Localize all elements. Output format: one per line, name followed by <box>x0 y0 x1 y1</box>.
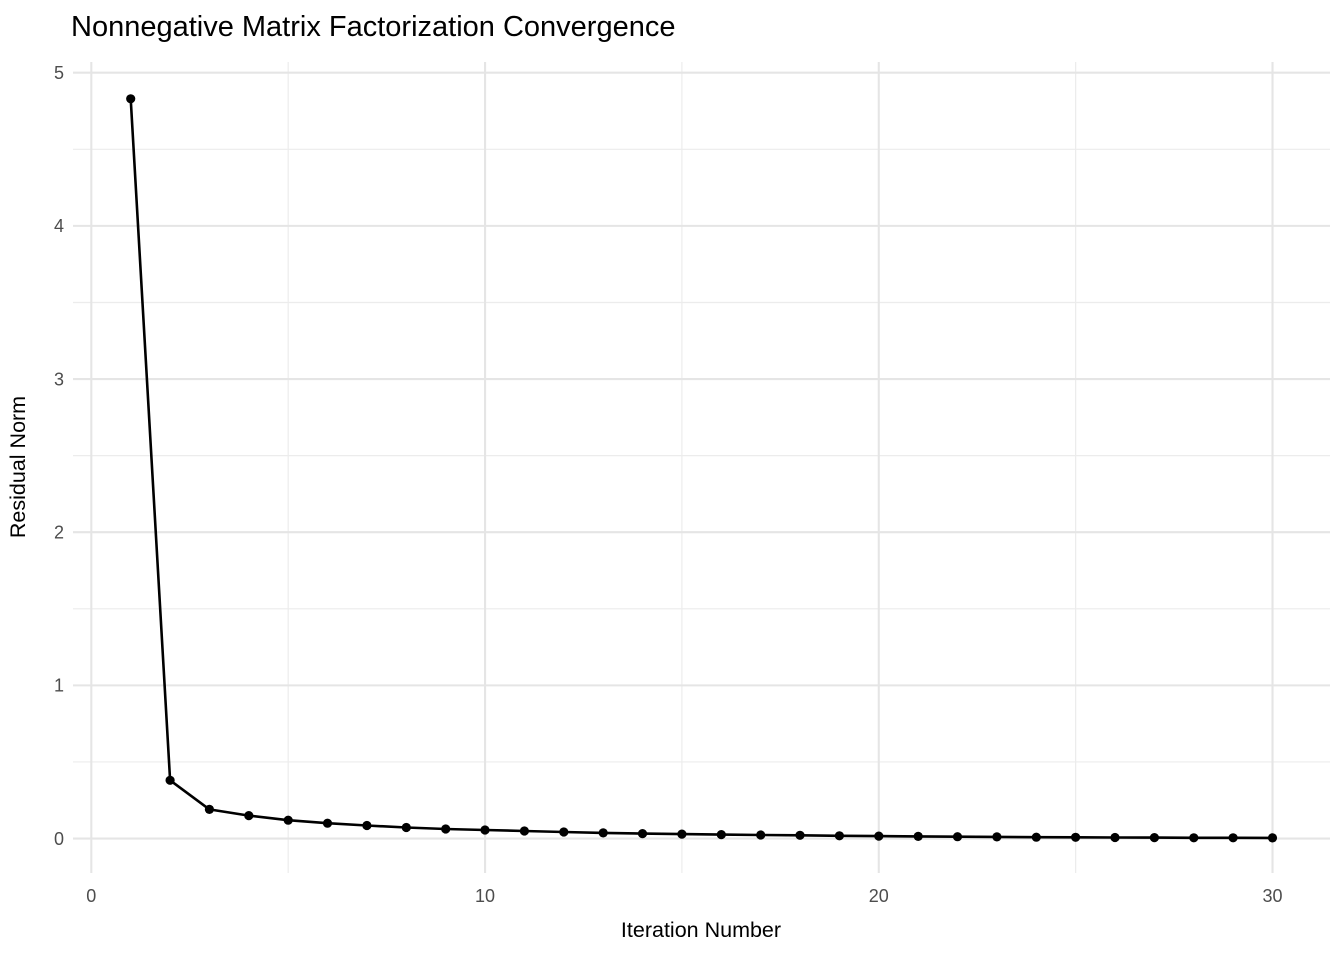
data-point <box>1110 832 1120 843</box>
data-point <box>283 815 293 825</box>
y-tick-label: 4 <box>54 216 64 236</box>
data-point <box>677 829 687 839</box>
x-tick-label: 20 <box>869 886 889 906</box>
data-point <box>1267 833 1278 843</box>
data-point <box>1189 833 1199 843</box>
y-tick-label: 5 <box>54 63 64 83</box>
data-point <box>1149 833 1159 843</box>
y-tick-label: 1 <box>54 676 64 696</box>
data-point <box>795 830 805 840</box>
data-point <box>480 825 490 835</box>
x-tick-label: 0 <box>86 886 96 906</box>
data-point <box>834 831 845 841</box>
data-point <box>165 775 175 785</box>
data-point <box>716 830 726 840</box>
data-point <box>519 826 530 836</box>
data-point <box>1031 832 1041 842</box>
data-point <box>756 830 766 840</box>
chart-title: Nonnegative Matrix Factorization Converg… <box>71 11 675 43</box>
data-point <box>204 804 214 815</box>
data-point <box>1228 833 1238 843</box>
data-point <box>126 94 136 104</box>
data-point <box>598 828 608 838</box>
y-tick-label: 2 <box>54 523 64 543</box>
x-tick-label: 10 <box>475 886 495 906</box>
x-axis-title: Iteration Number <box>621 918 781 942</box>
major-gridlines <box>73 62 1330 873</box>
y-tick-label: 3 <box>54 369 64 389</box>
minor-gridlines <box>73 62 1330 873</box>
data-point <box>441 824 451 834</box>
x-tick-label: 30 <box>1262 886 1282 906</box>
data-point <box>559 827 569 837</box>
data-point <box>401 822 411 833</box>
series-line <box>129 98 1273 840</box>
y-tick-label: 0 <box>54 829 64 849</box>
series-points <box>126 94 1278 843</box>
x-axis-tick-labels: 0 10 20 30 <box>86 886 1282 906</box>
data-point <box>992 832 1002 842</box>
data-point <box>244 811 254 821</box>
data-point <box>913 831 923 842</box>
y-axis-title: Residual Norm <box>6 396 30 538</box>
data-point <box>952 832 963 842</box>
data-point <box>874 831 884 841</box>
data-point <box>1071 832 1081 842</box>
y-axis-tick-labels: 0 1 2 3 4 5 <box>54 63 64 849</box>
data-point <box>362 820 372 831</box>
data-point <box>322 818 333 828</box>
data-point <box>637 829 648 839</box>
